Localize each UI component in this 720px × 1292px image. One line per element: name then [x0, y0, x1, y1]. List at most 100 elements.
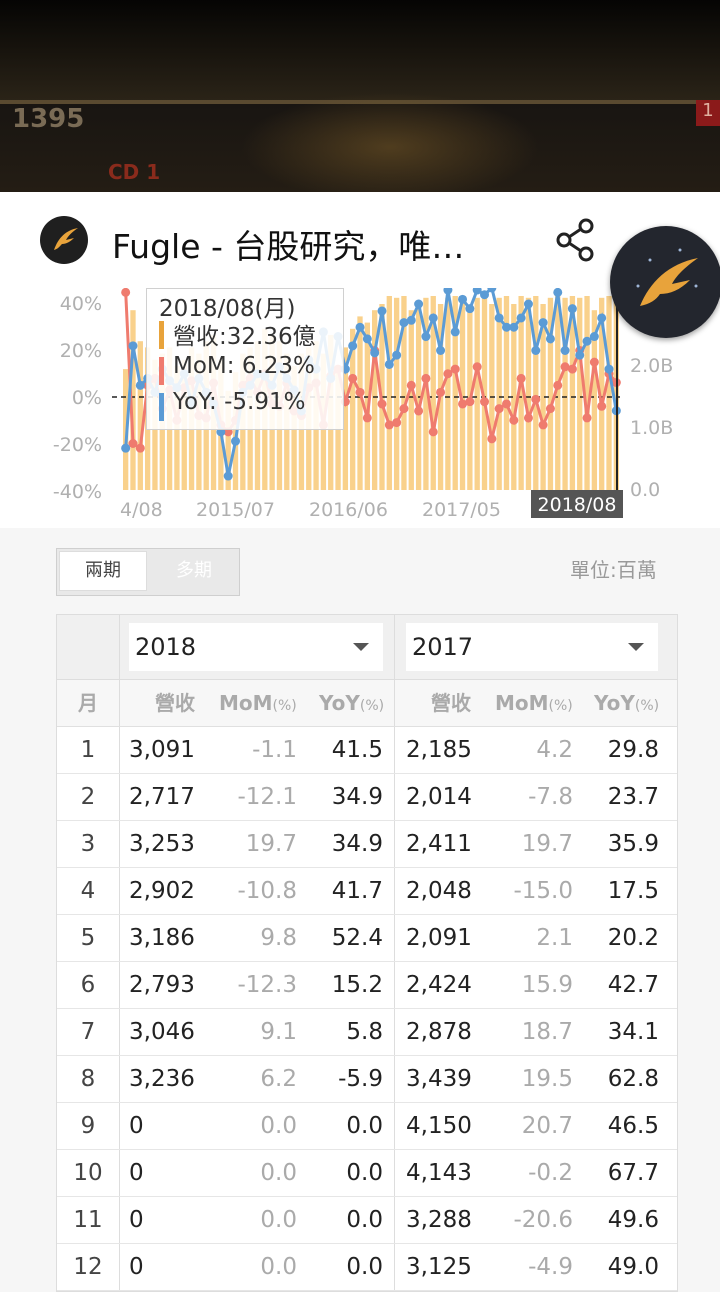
yoy-cell: 35.9 [607, 831, 659, 857]
yoy-point [553, 288, 563, 297]
revenue-bar [481, 296, 488, 490]
yoy-point [472, 288, 482, 295]
mom-cell: 19.5 [521, 1066, 573, 1092]
revenue-bar [533, 296, 539, 490]
yoy-cell: 41.7 [331, 878, 383, 904]
column-divider [119, 1103, 120, 1149]
yoy-point [406, 315, 416, 325]
game-score: 1395 [12, 104, 85, 134]
mom-point [553, 380, 563, 390]
yoy-cell: 17.5 [607, 878, 659, 904]
multi-period-button[interactable]: 多期 [176, 560, 212, 581]
revenue-bar [445, 297, 451, 490]
mom-point [128, 439, 138, 448]
mom-point [384, 420, 394, 430]
yoy-point [135, 380, 145, 390]
mom-cell: 15.9 [521, 972, 573, 998]
revenue-cell: 3,186 [129, 925, 195, 951]
yoy-cell: 52.4 [331, 925, 383, 951]
month-cell: 6 [80, 972, 96, 998]
mom-cell: 4.2 [536, 737, 573, 763]
month-cell: 10 [73, 1160, 103, 1186]
yoy-cell: 5.8 [346, 1019, 383, 1045]
mom-point [135, 443, 145, 453]
tooltip-revenue: 營收:32.36億 [173, 324, 316, 350]
table-row: 9 0 0.0 0.0 4,150 20.7 46.5 [57, 1103, 677, 1150]
revenue-bar [401, 296, 407, 490]
mom-point [392, 418, 402, 428]
mom-point [436, 387, 446, 397]
mom-point [501, 399, 511, 409]
yoy-point [516, 313, 526, 323]
yoy-point [436, 346, 446, 355]
revenue-cell: 4,143 [406, 1160, 472, 1186]
year1-select[interactable]: 2018 [129, 623, 383, 671]
mom-cell: -12.1 [237, 784, 297, 810]
revenue-cell: 0 [129, 1160, 144, 1186]
revenue-bar [591, 310, 598, 490]
column-divider [394, 727, 395, 773]
mom-cell: 20.7 [521, 1113, 573, 1139]
revenue-bar [599, 297, 605, 490]
column-divider [394, 774, 395, 820]
yoy-point [560, 346, 570, 355]
app-header [0, 192, 720, 288]
left-axis-tick: 0% [72, 387, 102, 409]
revenue-bar [547, 297, 554, 490]
yoy-point [487, 288, 497, 293]
revenue-cell: 4,150 [406, 1113, 472, 1139]
two-period-button[interactable]: 兩期 [59, 551, 147, 591]
month-cell: 1 [80, 737, 96, 763]
revenue-cell: 3,439 [406, 1066, 472, 1092]
yoy-point [428, 313, 438, 323]
mom-point [406, 380, 416, 390]
mom-cell: -7.8 [528, 784, 573, 810]
share-icon[interactable] [552, 216, 600, 264]
mom-point [450, 364, 460, 374]
revenue-bar [452, 296, 458, 490]
chevron-down-icon [628, 643, 644, 651]
mom-point [516, 373, 526, 383]
revenue-bar [386, 296, 392, 490]
mom-cell: 0.0 [260, 1160, 297, 1186]
mom-point [121, 288, 131, 297]
mom-point [362, 413, 372, 423]
revenue-bar [584, 296, 590, 490]
column-divider [119, 615, 120, 679]
table-row: 2 2,717 -12.1 34.9 2,014 -7.8 23.7 [57, 774, 677, 821]
yoy-point [355, 322, 365, 332]
background-game-banner: 1395 CD 1 1 [0, 0, 720, 192]
revenue-cell: 2,717 [129, 784, 195, 810]
yoy-cell: 41.5 [331, 737, 383, 763]
revenue-cell: 2,424 [406, 972, 472, 998]
yoy-cell: 34.9 [331, 784, 383, 810]
tooltip-mom: MoM: 6.23% [173, 353, 315, 379]
column-divider [394, 821, 395, 867]
yoy-point [458, 294, 468, 304]
month-cell: 2 [80, 784, 96, 810]
yoy-cell: 34.1 [607, 1019, 659, 1045]
mom-point [428, 427, 438, 437]
yoy-point [348, 341, 358, 351]
revenue-table: 2018 2017 月 營收 MoM(%) YoY(%) 營收 MoM(%) Y… [56, 614, 678, 1292]
yoy-point [392, 350, 402, 360]
mom-cell: 9.8 [260, 925, 297, 951]
mom-point [560, 362, 570, 372]
mom-cell: 0.0 [260, 1113, 297, 1139]
yoy-point [567, 304, 577, 314]
revenue-legend-swatch [159, 321, 164, 349]
tooltip-yoy: YoY: -5.91% [173, 389, 306, 415]
revenue-cell: 3,236 [129, 1066, 195, 1092]
mom-point [399, 404, 409, 414]
yoy-point [414, 299, 424, 309]
mom-point [523, 413, 533, 423]
revenue-cell: 0 [129, 1113, 144, 1139]
revenue-cell: 2,185 [406, 737, 472, 763]
tooltip-date: 2018/08(月) [159, 296, 296, 322]
mom-cell: -10.8 [237, 878, 297, 904]
column-divider [394, 915, 395, 961]
year2-select[interactable]: 2017 [406, 623, 658, 671]
column-divider [119, 1197, 120, 1243]
mom-point [421, 373, 431, 383]
floating-fugle-logo-icon[interactable] [610, 226, 720, 338]
